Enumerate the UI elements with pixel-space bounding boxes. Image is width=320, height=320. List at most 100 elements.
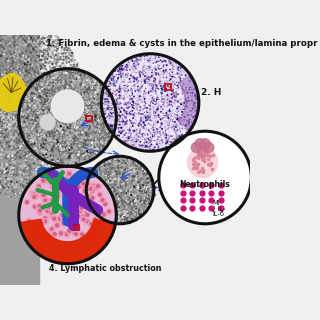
Point [61,123,66,128]
Point [30,35,36,40]
Point [0,105,4,110]
Point [26,89,31,94]
Point [164,141,169,146]
Point [116,63,121,68]
Point [85,151,91,156]
Point [7,78,12,83]
Point [143,180,148,186]
Point [71,83,76,88]
Point [115,156,120,162]
Point [72,87,77,92]
Point [47,136,52,141]
Point [176,133,181,138]
Point [104,127,109,132]
Point [95,141,100,147]
Point [170,71,175,76]
Point [56,69,61,74]
Point [9,104,14,109]
Point [179,74,184,79]
Point [0,170,4,175]
Point [106,121,111,126]
Point [19,114,24,119]
Point [155,100,160,105]
Point [91,191,96,196]
Point [67,55,72,60]
Point [122,141,127,146]
Point [106,102,111,107]
Point [65,111,70,116]
Point [112,84,117,89]
Point [100,134,105,139]
Point [73,72,78,77]
Point [121,199,126,204]
Point [59,92,64,97]
Point [73,72,78,77]
Point [47,100,52,106]
Point [64,87,69,92]
Point [90,193,95,198]
Point [16,161,21,166]
Circle shape [42,197,48,203]
Point [60,148,65,153]
Point [38,48,43,53]
Point [81,110,86,115]
Point [15,151,20,156]
Point [142,167,147,172]
Point [44,108,49,113]
Point [0,167,2,172]
Point [112,126,117,131]
Point [175,101,180,107]
Point [31,100,36,105]
Point [153,106,158,111]
Point [121,123,126,128]
Point [108,110,113,116]
Point [67,46,72,51]
Point [3,124,8,129]
Point [144,126,149,131]
Point [76,105,81,110]
Point [154,147,159,152]
Point [159,89,164,94]
Point [24,141,29,146]
Point [88,91,93,96]
Point [39,135,44,140]
Point [142,208,148,213]
Point [167,107,172,112]
Point [114,113,119,118]
Point [28,100,33,105]
Point [68,116,74,121]
Point [10,30,15,35]
Point [76,132,81,137]
Point [54,84,59,89]
Point [8,123,13,128]
Point [83,127,88,132]
Point [86,83,92,88]
Point [66,133,71,138]
Point [121,157,126,162]
Point [103,162,108,167]
Circle shape [89,188,95,194]
Point [81,140,86,145]
Point [120,185,125,190]
Point [87,175,92,180]
Point [108,206,114,211]
Point [49,174,54,180]
Point [144,69,149,74]
Point [122,160,127,165]
Point [39,89,44,94]
Point [83,112,88,117]
Point [58,84,63,89]
Point [28,122,34,127]
Point [19,186,24,191]
Point [0,36,4,42]
Point [88,197,93,203]
Point [141,132,146,137]
Point [81,71,86,76]
Point [120,87,125,92]
Point [15,24,20,29]
Point [22,44,27,50]
Point [178,106,183,111]
Point [137,131,142,136]
Point [29,110,34,116]
Point [35,139,40,144]
